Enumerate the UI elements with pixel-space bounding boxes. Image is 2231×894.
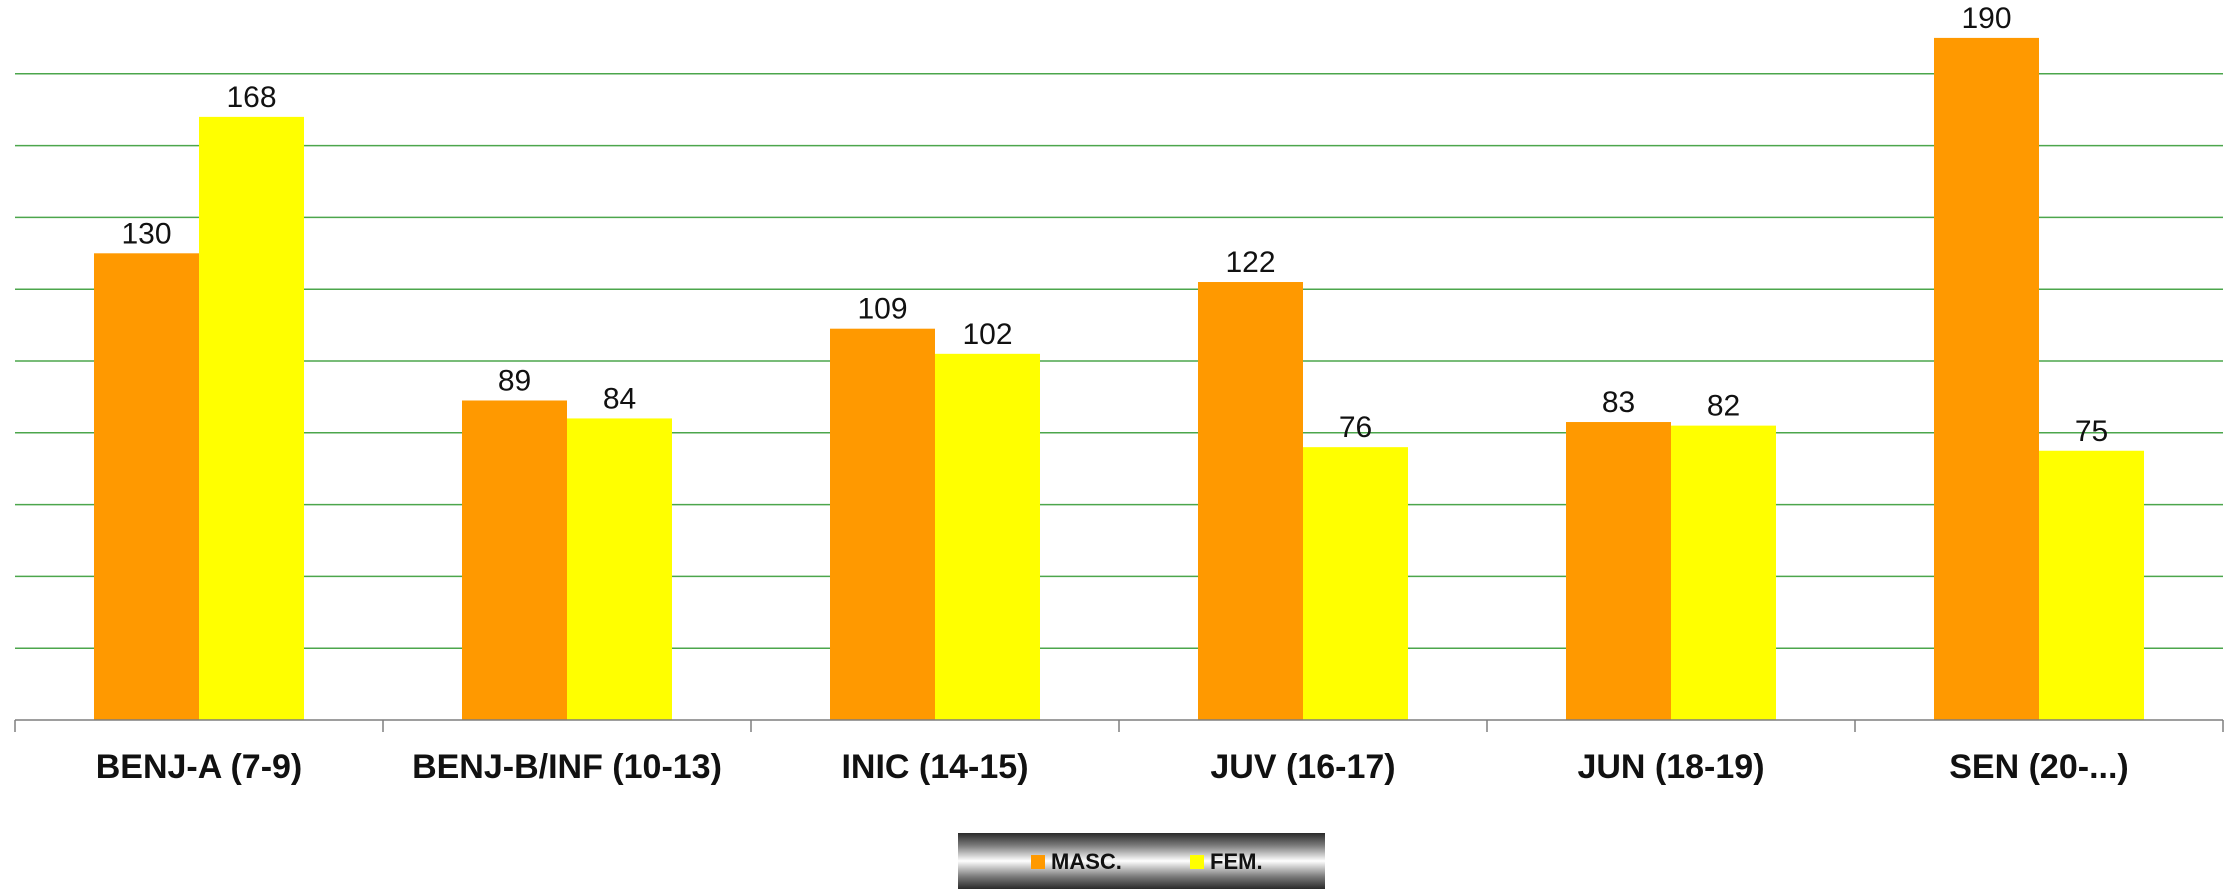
bar-masc-4 bbox=[1566, 422, 1671, 720]
bar-masc-3 bbox=[1198, 282, 1303, 720]
bar-masc-0 bbox=[94, 253, 199, 721]
data-label: 102 bbox=[962, 318, 1012, 351]
legend-swatch bbox=[1190, 855, 1204, 869]
data-label: 122 bbox=[1225, 246, 1275, 279]
bar-masc-5 bbox=[1934, 37, 2039, 720]
data-label: 84 bbox=[603, 382, 636, 415]
bar-fem-3 bbox=[1303, 447, 1408, 720]
category-label: SEN (20-...) bbox=[1949, 748, 2128, 786]
data-label: 89 bbox=[498, 364, 531, 397]
data-label: 76 bbox=[1339, 411, 1372, 444]
bar-masc-2 bbox=[830, 328, 935, 720]
data-label: 190 bbox=[1961, 2, 2011, 35]
category-label: INIC (14-15) bbox=[841, 748, 1028, 786]
legend: MASC. FEM. bbox=[958, 833, 1325, 889]
data-label: 75 bbox=[2075, 415, 2108, 448]
data-label: 130 bbox=[121, 217, 171, 250]
data-label: 82 bbox=[1707, 390, 1740, 423]
bars bbox=[94, 37, 2144, 721]
legend-label: MASC. bbox=[1051, 849, 1122, 874]
category-label: BENJ-A (7-9) bbox=[96, 748, 303, 786]
legend-swatch bbox=[1031, 855, 1045, 869]
category-label: BENJ-B/INF (10-13) bbox=[412, 748, 722, 786]
data-label: 109 bbox=[857, 293, 907, 326]
x-axis bbox=[14, 719, 2224, 732]
data-label: 168 bbox=[226, 81, 276, 114]
bar-masc-1 bbox=[462, 400, 567, 720]
bar-fem-4 bbox=[1671, 425, 1776, 720]
category-label: JUN (18-19) bbox=[1577, 748, 1764, 786]
bar-fem-2 bbox=[935, 353, 1040, 720]
bar-fem-0 bbox=[199, 116, 304, 720]
category-label: JUV (16-17) bbox=[1210, 748, 1395, 786]
legend-label: FEM. bbox=[1210, 849, 1263, 874]
labels: 130 89 109 122 83 190 168 84 102 76 82 75 BENJ-A (7-… bbox=[96, 2, 2129, 786]
bar-fem-5 bbox=[2039, 450, 2144, 720]
legend-box bbox=[958, 833, 1325, 889]
data-label: 83 bbox=[1602, 386, 1635, 419]
bar-fem-1 bbox=[567, 418, 672, 720]
gridlines bbox=[15, 73, 2223, 649]
